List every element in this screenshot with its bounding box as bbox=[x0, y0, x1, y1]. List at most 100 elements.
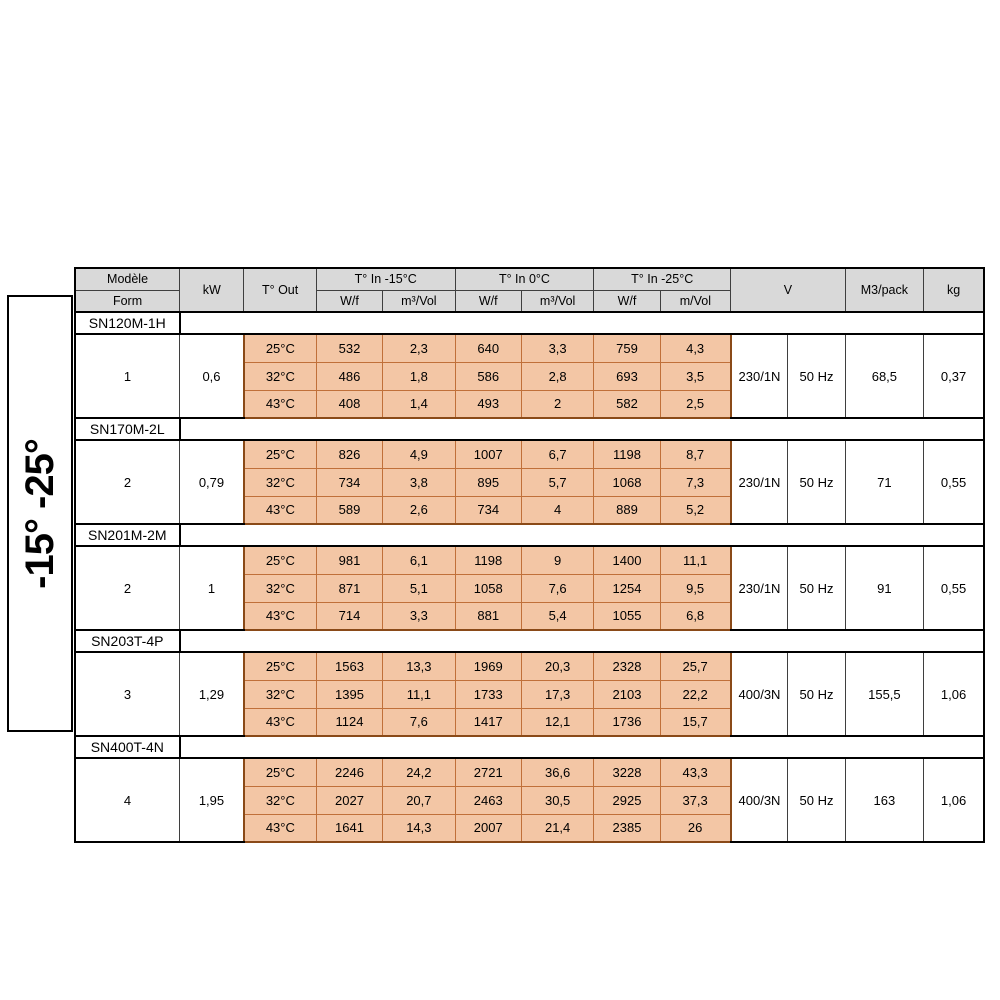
form-value: 3 bbox=[74, 651, 181, 737]
vol-minus15-value: 11,1 bbox=[382, 679, 456, 709]
vol-0-value: 3,3 bbox=[520, 333, 595, 363]
vol-minus25-value: 2,5 bbox=[659, 389, 732, 419]
vol-0-value: 17,3 bbox=[520, 679, 595, 709]
wf-minus25-value: 1736 bbox=[593, 707, 661, 737]
wf-minus15-value: 589 bbox=[315, 495, 384, 525]
wf-minus15-value: 1563 bbox=[315, 651, 384, 681]
header-row-2: Form W/f m³/Vol W/f m³/Vol W/f m/Vol bbox=[74, 289, 984, 313]
frequency-value: 50 Hz bbox=[787, 333, 846, 419]
voltage-value: 230/1N bbox=[730, 333, 789, 419]
vol-minus25-value: 4,3 bbox=[659, 333, 732, 363]
wf-minus15-value: 2027 bbox=[315, 785, 384, 815]
model-name-cell: SN400T-4N bbox=[74, 735, 181, 759]
vol-minus15-value: 20,7 bbox=[382, 785, 456, 815]
kg-value: 1,06 bbox=[923, 651, 986, 737]
table-row: 43°C 1124 7,6 1417 12,1 1736 15,7 bbox=[75, 707, 984, 737]
wf-minus25-value: 889 bbox=[593, 495, 661, 525]
temperature-range-text: -15° -25° bbox=[18, 438, 63, 589]
model-name-row: SN120M-1H bbox=[74, 311, 986, 335]
wf-minus25-value: 2925 bbox=[593, 785, 661, 815]
kg-value: 0,37 bbox=[923, 333, 986, 419]
frequency-value: 50 Hz bbox=[787, 757, 846, 843]
wf-minus25-value: 2385 bbox=[593, 813, 661, 843]
t-out-value: 25°C bbox=[242, 439, 317, 469]
vol-minus15-value: 5,1 bbox=[382, 573, 456, 603]
vol-0-value: 30,5 bbox=[520, 785, 595, 815]
kg-value: 0,55 bbox=[923, 439, 986, 525]
wf-0-value: 881 bbox=[454, 601, 522, 631]
t-out-value: 25°C bbox=[242, 757, 317, 787]
vol-minus15-value: 4,9 bbox=[382, 439, 456, 469]
wf-minus25-value: 1400 bbox=[593, 545, 661, 575]
header-wf-0: W/f bbox=[454, 289, 522, 313]
header-vol-0: m³/Vol bbox=[520, 289, 595, 313]
t-out-value: 32°C bbox=[242, 785, 317, 815]
t-out-value: 43°C bbox=[242, 389, 317, 419]
voltage-value: 230/1N bbox=[730, 439, 789, 525]
vol-minus25-value: 7,3 bbox=[659, 467, 732, 497]
vol-0-value: 5,7 bbox=[520, 467, 595, 497]
wf-minus15-value: 714 bbox=[315, 601, 384, 631]
wf-minus15-value: 1641 bbox=[315, 813, 384, 843]
header-kw: kW bbox=[179, 267, 245, 313]
vol-0-value: 20,3 bbox=[520, 651, 595, 681]
model-row-spacer bbox=[179, 311, 986, 335]
vol-minus25-value: 3,5 bbox=[659, 361, 732, 391]
t-out-value: 43°C bbox=[242, 707, 317, 737]
kw-value: 0,6 bbox=[179, 333, 245, 419]
vol-minus15-value: 14,3 bbox=[382, 813, 456, 843]
m3-pack-value: 163 bbox=[844, 757, 925, 843]
specifications-table: Modèle kW T° Out T° In -15°C T° In 0°C T… bbox=[74, 267, 986, 843]
t-out-value: 25°C bbox=[242, 651, 317, 681]
model-name-row: SN170M-2L bbox=[74, 417, 986, 441]
table-row: 43°C 589 2,6 734 4 889 5,2 bbox=[75, 495, 984, 525]
vol-0-value: 4 bbox=[520, 495, 595, 525]
wf-0-value: 2721 bbox=[454, 757, 522, 787]
vol-0-value: 12,1 bbox=[520, 707, 595, 737]
wf-0-value: 2463 bbox=[454, 785, 522, 815]
vol-minus15-value: 1,8 bbox=[382, 361, 456, 391]
t-out-value: 32°C bbox=[242, 573, 317, 603]
table-row: 32°C 871 5,1 1058 7,6 1254 9,5 bbox=[75, 573, 984, 603]
model-name-cell: SN120M-1H bbox=[74, 311, 181, 335]
vol-minus15-value: 1,4 bbox=[382, 389, 456, 419]
t-out-value: 32°C bbox=[242, 679, 317, 709]
wf-minus25-value: 1254 bbox=[593, 573, 661, 603]
temperature-range-label: -15° -25° bbox=[7, 295, 73, 732]
m3-pack-value: 68,5 bbox=[844, 333, 925, 419]
wf-minus15-value: 1395 bbox=[315, 679, 384, 709]
model-name-row: SN203T-4P bbox=[74, 629, 986, 653]
wf-0-value: 1058 bbox=[454, 573, 522, 603]
wf-minus15-value: 486 bbox=[315, 361, 384, 391]
form-value: 4 bbox=[74, 757, 181, 843]
wf-minus15-value: 1124 bbox=[315, 707, 384, 737]
t-out-value: 25°C bbox=[242, 333, 317, 363]
table-row: 43°C 1641 14,3 2007 21,4 2385 26 bbox=[75, 813, 984, 843]
wf-minus25-value: 1055 bbox=[593, 601, 661, 631]
form-value: 2 bbox=[74, 439, 181, 525]
vol-minus15-value: 7,6 bbox=[382, 707, 456, 737]
header-wf-minus15: W/f bbox=[315, 289, 384, 313]
vol-minus15-value: 13,3 bbox=[382, 651, 456, 681]
vol-minus25-value: 6,8 bbox=[659, 601, 732, 631]
header-t-out: T° Out bbox=[243, 267, 317, 313]
wf-minus15-value: 826 bbox=[315, 439, 384, 469]
wf-0-value: 1733 bbox=[454, 679, 522, 709]
wf-0-value: 586 bbox=[454, 361, 522, 391]
wf-minus25-value: 759 bbox=[593, 333, 661, 363]
t-out-value: 43°C bbox=[242, 495, 317, 525]
header-form: Form bbox=[74, 289, 181, 313]
wf-minus15-value: 532 bbox=[315, 333, 384, 363]
header-wf-minus25: W/f bbox=[593, 289, 661, 313]
vol-minus25-value: 22,2 bbox=[659, 679, 732, 709]
model-name-row: SN400T-4N bbox=[74, 735, 986, 759]
header-row-1: Modèle kW T° Out T° In -15°C T° In 0°C T… bbox=[74, 267, 986, 313]
header-group-in-0: T° In 0°C bbox=[454, 267, 595, 291]
wf-minus25-value: 1068 bbox=[593, 467, 661, 497]
header-modele: Modèle bbox=[74, 267, 181, 291]
vol-0-value: 9 bbox=[520, 545, 595, 575]
vol-0-value: 21,4 bbox=[520, 813, 595, 843]
vol-0-value: 2,8 bbox=[520, 361, 595, 391]
vol-minus25-value: 9,5 bbox=[659, 573, 732, 603]
frequency-value: 50 Hz bbox=[787, 651, 846, 737]
